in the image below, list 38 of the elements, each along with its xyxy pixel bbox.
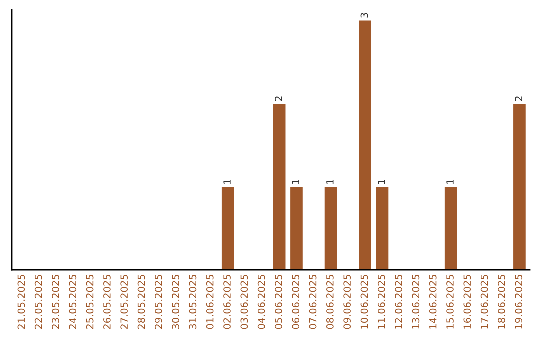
x-tick-label: 10.06.2025 — [360, 275, 368, 329]
x-tick-label: 21.05.2025 — [18, 275, 26, 330]
x-tick-label: 23.05.2025 — [52, 275, 60, 330]
x-tick-label: 11.06.2025 — [378, 275, 386, 329]
x-tick-label: 18.06.2025 — [498, 275, 506, 329]
x-tick-label: 12.06.2025 — [395, 275, 402, 329]
data-label: 1 — [446, 180, 454, 184]
data-label: 2 — [515, 96, 522, 102]
x-tick-label: 14.06.2025 — [429, 275, 437, 329]
x-tick-label: 15.06.2025 — [446, 275, 454, 329]
data-label: 1 — [326, 180, 334, 184]
x-tick-label: 05.06.2025 — [275, 275, 282, 330]
x-tick-label: 16.06.2025 — [464, 275, 472, 329]
x-tick-label: 27.05.2025 — [120, 275, 128, 330]
x-tick-label: 25.05.2025 — [86, 275, 94, 330]
x-tick-label: 01.06.2025 — [206, 275, 214, 330]
data-label: 3 — [360, 13, 368, 18]
x-tick-label: 17.06.2025 — [480, 275, 488, 329]
data-label: 1 — [378, 180, 386, 184]
x-tick-label: 04.06.2025 — [258, 275, 266, 330]
data-label: 1 — [292, 180, 300, 184]
x-tick-label: 24.05.2025 — [69, 275, 77, 330]
x-tick-label: 29.05.2025 — [154, 275, 162, 330]
x-tick-label: 22.05.2025 — [34, 275, 42, 330]
x-tick-label: 13.06.2025 — [412, 275, 420, 329]
data-label: 2 — [275, 96, 282, 102]
x-tick-label: 09.06.2025 — [344, 275, 352, 330]
x-tick-label: 06.06.2025 — [292, 275, 300, 330]
x-tick-label: 26.05.2025 — [104, 275, 111, 330]
x-tick-label: 07.06.2025 — [309, 275, 317, 330]
x-tick-label: 19.06.2025 — [515, 275, 523, 329]
data-label: 1 — [224, 180, 231, 184]
x-tick-label: 28.05.2025 — [138, 275, 146, 330]
x-tick-label: 31.05.2025 — [189, 275, 197, 330]
x-tick-label: 08.06.2025 — [326, 275, 334, 330]
x-tick-label: 03.06.2025 — [240, 275, 248, 330]
x-tick-label: 02.06.2025 — [224, 275, 231, 330]
x-tick-label: 30.05.2025 — [172, 275, 180, 330]
